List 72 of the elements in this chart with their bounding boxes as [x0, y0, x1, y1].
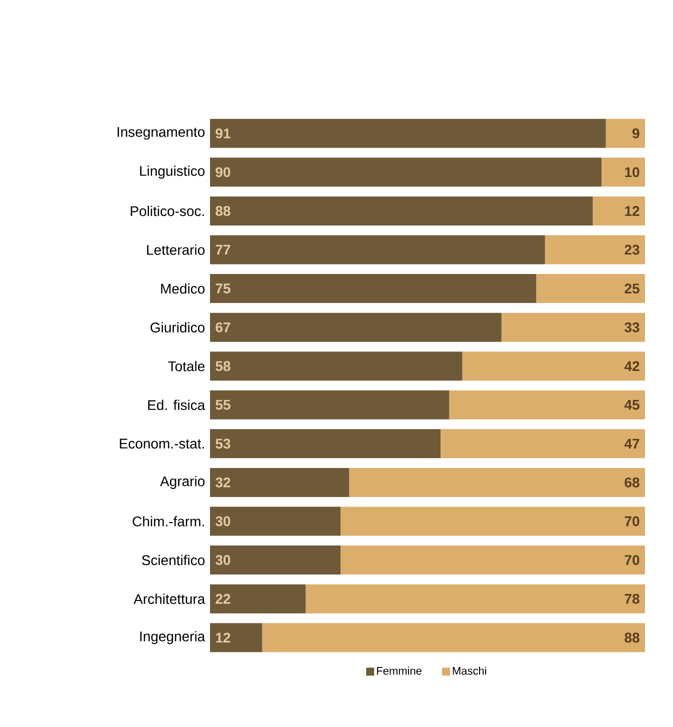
data-label: 42	[624, 361, 640, 371]
data-label: 58	[216, 361, 230, 372]
bar	[462, 352, 646, 381]
data-label: 53	[216, 438, 230, 449]
bar	[210, 546, 340, 575]
data-label: 88	[624, 632, 640, 643]
data-label: 70	[624, 516, 640, 526]
bar	[262, 623, 646, 652]
y-tick-label: Architettura	[134, 594, 206, 604]
bar	[210, 506, 340, 536]
bar	[544, 235, 646, 264]
bar	[349, 468, 646, 497]
data-label: 10	[625, 167, 640, 178]
y-tick-label: Ed. fisica	[148, 400, 206, 410]
data-label: 32	[216, 477, 230, 488]
bar	[210, 312, 502, 342]
data-label: 22	[216, 594, 230, 604]
y-tick-label: Medico	[161, 283, 205, 294]
bar	[210, 158, 602, 187]
bar	[210, 468, 350, 497]
data-label: 9	[632, 128, 640, 138]
bar	[210, 118, 606, 148]
bar	[210, 623, 262, 652]
data-label: 30	[216, 555, 230, 565]
bar	[501, 312, 646, 342]
data-label: 55	[216, 400, 230, 410]
bar	[606, 118, 646, 148]
bar	[210, 429, 441, 458]
data-label: 90	[216, 167, 230, 178]
bar	[210, 352, 462, 381]
y-tick-label: Econom.-stat.	[120, 438, 204, 449]
bar	[536, 274, 646, 304]
data-label: 47	[624, 438, 640, 448]
bar	[592, 196, 646, 226]
data-label: 12	[216, 632, 230, 642]
data-label: 67	[216, 322, 230, 332]
y-tick-label: Insegnamento	[118, 127, 205, 140]
bar	[210, 274, 536, 304]
y-tick-label: Politico-soc.	[130, 206, 204, 216]
y-tick-label: Giuridico	[150, 322, 205, 332]
data-label: 23	[624, 244, 640, 255]
y-tick-label: Scientifico	[142, 554, 205, 566]
y-tick-label: Chim.-farm.	[132, 516, 204, 526]
y-tick-label: Ingegneria	[140, 631, 206, 644]
data-label: 77	[216, 244, 230, 255]
bar	[210, 584, 306, 614]
bar	[210, 196, 593, 226]
y-tick-label: Linguistico	[140, 166, 205, 179]
bar	[602, 158, 646, 187]
legend-label: Femmine	[377, 666, 422, 675]
legend-label: Maschi	[452, 666, 486, 675]
bar	[449, 390, 646, 420]
data-label: 33	[624, 322, 640, 332]
bar	[340, 546, 646, 575]
data-label: 88	[216, 206, 230, 216]
y-tick-label: Letterario	[147, 244, 205, 255]
data-label: 70	[624, 555, 640, 565]
bar	[210, 390, 450, 420]
data-label: 91	[216, 128, 230, 138]
data-label: 68	[624, 477, 640, 488]
y-tick-label: Agrario	[160, 476, 205, 489]
data-label: 75	[216, 284, 230, 294]
data-label: 45	[624, 400, 640, 410]
data-label: 12	[625, 206, 640, 216]
bar	[210, 235, 545, 264]
y-tick-label: Totale	[168, 360, 205, 372]
data-label: 25	[624, 284, 640, 294]
data-label: 30	[216, 516, 230, 526]
bar	[306, 584, 646, 614]
bar	[340, 506, 646, 536]
data-label: 78	[624, 594, 640, 604]
bar	[440, 429, 646, 458]
